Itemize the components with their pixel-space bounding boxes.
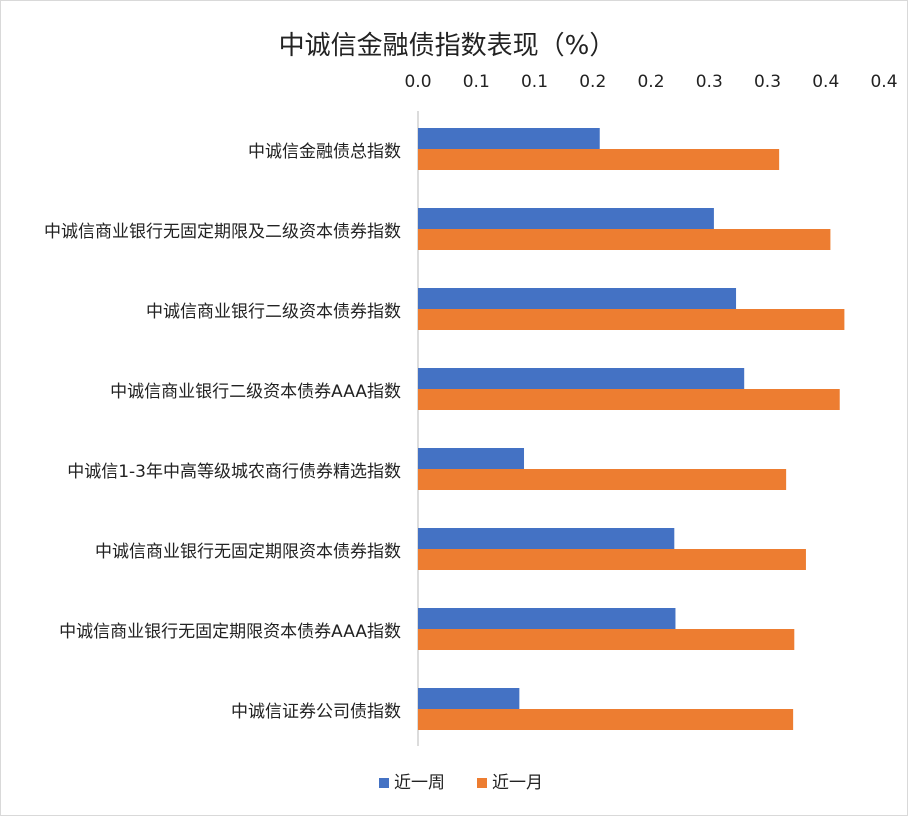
- category-label: 中诚信商业银行无固定期限资本债券AAA指数: [59, 622, 401, 642]
- x-tick-label: 0.3: [754, 72, 781, 92]
- x-tick-label: 0.0: [404, 72, 431, 92]
- category-label: 中诚信1-3年中高等级城农商行债券精选指数: [67, 462, 401, 482]
- bar-week: [418, 528, 675, 549]
- bar-week: [418, 288, 737, 309]
- legend-swatch: [477, 778, 487, 788]
- bars: [418, 128, 845, 730]
- legend-label: 近一周: [394, 773, 445, 793]
- bar-month: [418, 229, 831, 250]
- category-label: 中诚信证券公司债指数: [231, 702, 401, 722]
- bar-month: [418, 549, 806, 570]
- x-tick-label: 0.2: [637, 72, 664, 92]
- bar-week: [418, 448, 525, 469]
- legend-swatch: [379, 778, 389, 788]
- x-axis-ticks: 0.0 0.1 0.1 0.2 0.2 0.3 0.3 0.4 0.4: [404, 72, 897, 92]
- category-label: 中诚信商业银行二级资本债券指数: [146, 302, 401, 322]
- bar-week: [418, 128, 600, 149]
- bar-month: [418, 629, 795, 650]
- category-labels: 中诚信金融债总指数中诚信商业银行无固定期限及二级资本债券指数中诚信商业银行二级资…: [44, 142, 401, 722]
- category-label: 中诚信商业银行二级资本债券AAA指数: [110, 382, 401, 402]
- x-tick-label: 0.4: [812, 72, 839, 92]
- x-tick-label: 0.3: [696, 72, 723, 92]
- bar-month: [418, 709, 794, 730]
- bar-month: [418, 469, 787, 490]
- bar-month: [418, 309, 845, 330]
- bar-month: [418, 389, 840, 410]
- category-label: 中诚信金融债总指数: [248, 142, 401, 162]
- legend-label: 近一月: [492, 773, 543, 793]
- x-tick-label: 0.1: [521, 72, 548, 92]
- x-tick-label: 0.2: [579, 72, 606, 92]
- bar-week: [418, 608, 676, 629]
- bar-week: [418, 688, 520, 709]
- legend: 近一周 近一月: [379, 773, 543, 793]
- x-tick-label: 0.1: [463, 72, 490, 92]
- bar-week: [418, 208, 714, 229]
- bar-month: [418, 149, 780, 170]
- x-tick-label: 0.4: [870, 72, 897, 92]
- category-label: 中诚信商业银行无固定期限资本债券指数: [95, 542, 401, 562]
- bar-week: [418, 368, 745, 389]
- category-label: 中诚信商业银行无固定期限及二级资本债券指数: [44, 222, 401, 242]
- chart-title: 中诚信金融债指数表现（%）: [279, 31, 616, 61]
